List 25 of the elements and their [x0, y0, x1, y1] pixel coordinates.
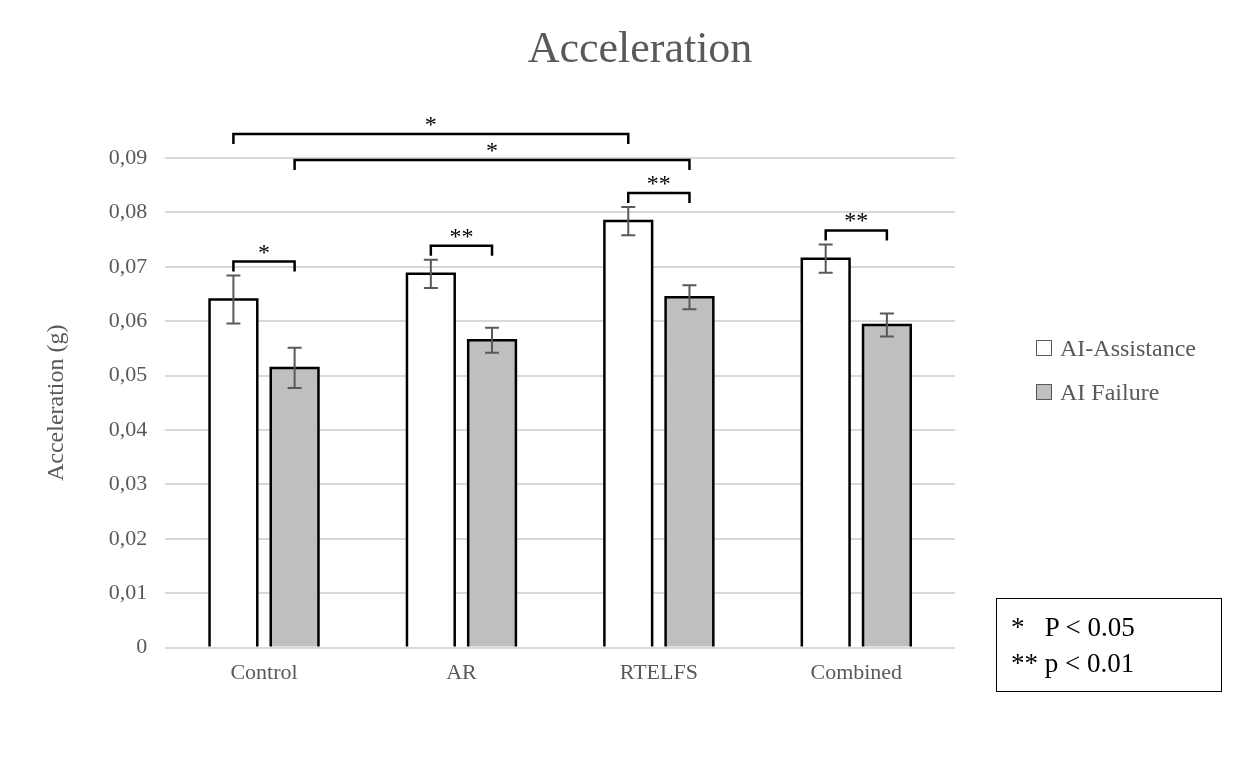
y-tick-label: 0: [136, 633, 148, 659]
annotation: *: [258, 238, 271, 265]
x-tick-label: AR: [446, 658, 478, 684]
note-box: * P < 0.05 ** p < 0.01: [996, 598, 1222, 692]
y-tick-label: 0,04: [108, 415, 148, 441]
y-tick-label: 0,06: [108, 306, 148, 332]
chart-title: Acceleration: [526, 22, 754, 73]
annotation: **: [646, 169, 671, 196]
text: *: [424, 111, 437, 137]
y-tick-label: 0,03: [108, 470, 148, 496]
y-axis-title: Acceleration (g): [41, 324, 68, 482]
text: AI-Assistance: [1060, 334, 1196, 362]
x-tick-label: Combined: [810, 658, 903, 684]
y-tick-label: 0,01: [108, 578, 148, 604]
y-tick-label: 0,08: [108, 198, 148, 224]
y-tick-label: 0,05: [108, 361, 148, 387]
y-tick-label: 0,07: [108, 252, 148, 278]
annotation: **: [844, 207, 869, 234]
x-tick-label: Control: [230, 658, 298, 684]
y-tick-label: 0,02: [108, 524, 148, 550]
annotation: **: [449, 222, 474, 249]
y-tick-label: 0,09: [108, 143, 148, 169]
legend-label: AI Failure: [1060, 378, 1160, 406]
annotation: *: [486, 137, 499, 163]
x-tick-label: RTELFS: [619, 658, 698, 684]
